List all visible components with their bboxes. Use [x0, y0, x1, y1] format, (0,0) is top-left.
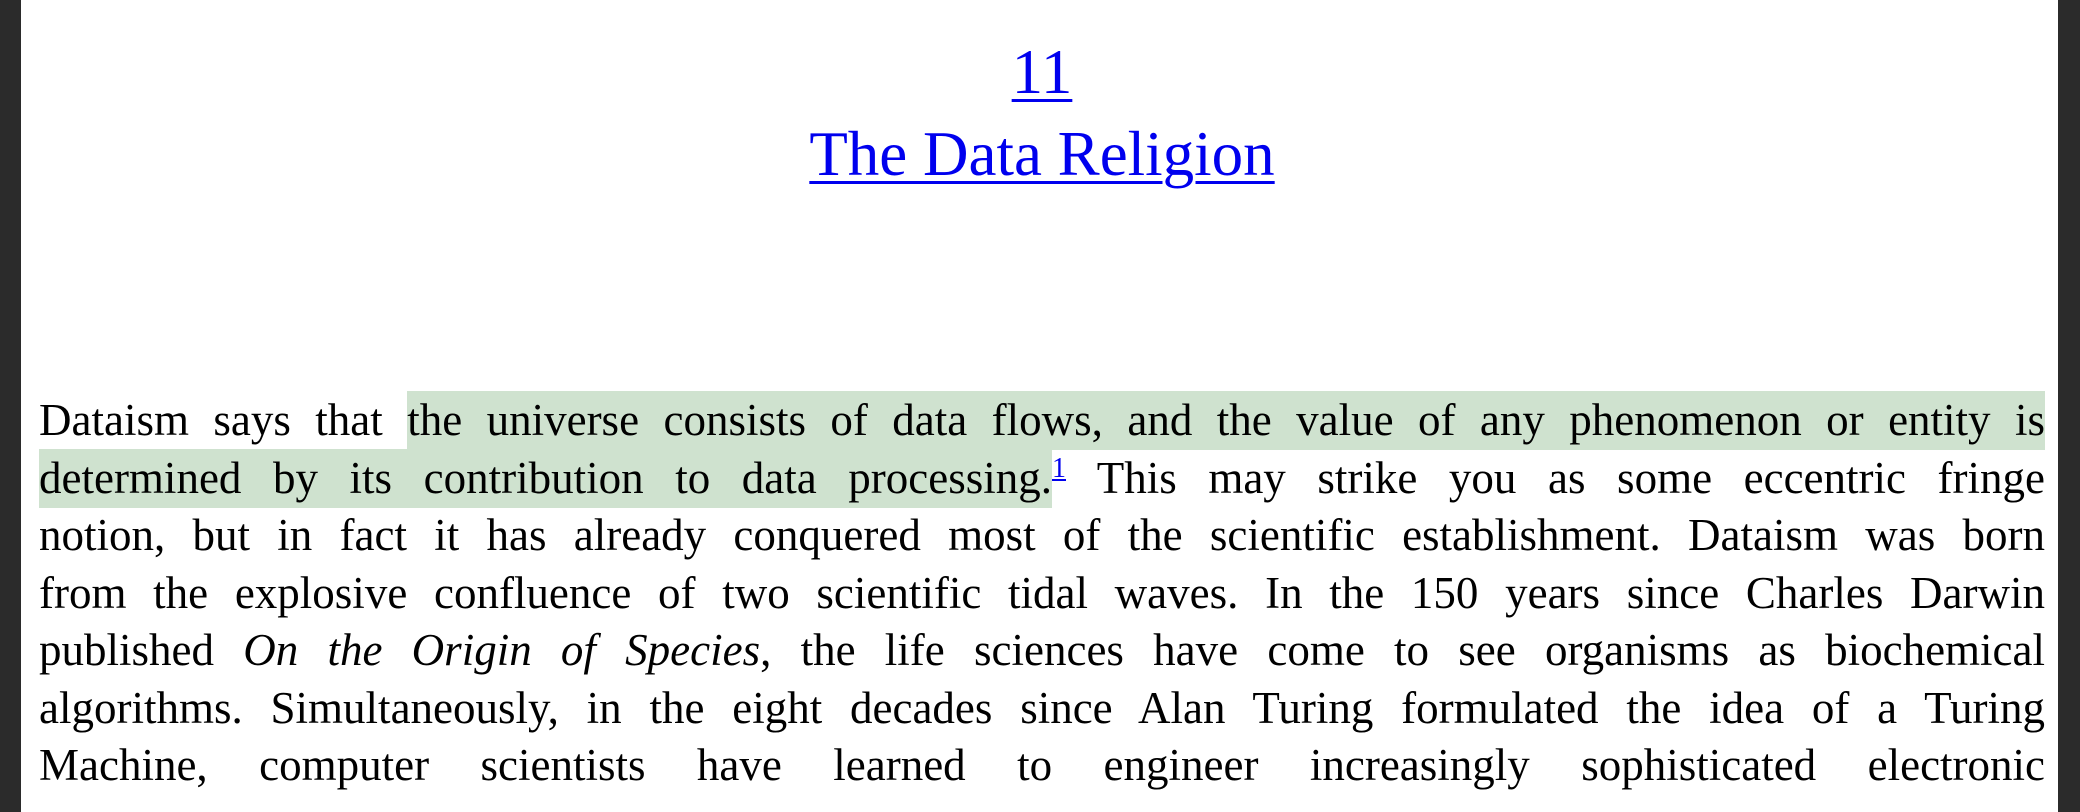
highlighted-text[interactable]: determined by its contribution to data p…	[39, 448, 1052, 508]
text-segment: Dataism says that	[39, 395, 408, 445]
chapter-number-heading: 11	[39, 32, 2045, 112]
text-line-6: algorithms. Simultaneously, in the eight…	[39, 682, 2045, 733]
chapter-title-link[interactable]: The Data Religion	[809, 119, 1275, 189]
text-line-7: Machine, computer scientists have learne…	[39, 740, 2045, 790]
text-segment: This may strike you as some eccentric fr…	[1066, 452, 2045, 503]
body-paragraph: Dataism says that the universe consists …	[39, 391, 2045, 795]
text-segment: published	[39, 625, 244, 675]
chapter-title-heading: The Data Religion	[39, 114, 2045, 194]
text-segment: , the life sciences have come to see org…	[760, 625, 2045, 675]
text-line-5: published On the Origin of Species, the …	[39, 622, 2045, 680]
text-line-1: Dataism says that the universe consists …	[39, 391, 2045, 450]
text-line-4: from the explosive confluence of two sci…	[39, 567, 2045, 618]
text-line-3: notion, but in fact it has already conqu…	[39, 510, 2045, 560]
chapter-number-link[interactable]: 11	[1011, 37, 1073, 107]
book-title-italic: On the Origin of Species	[243, 625, 761, 675]
highlighted-text[interactable]: the universe consists of data flows, and…	[407, 391, 2045, 450]
text-line-2: determined by its contribution to data p…	[39, 448, 2045, 508]
page-content: 11 The Data Religion Dataism says that t…	[39, 0, 2045, 812]
book-page: 11 The Data Religion Dataism says that t…	[21, 0, 2058, 812]
footnote-link[interactable]: 1	[1052, 452, 1066, 484]
